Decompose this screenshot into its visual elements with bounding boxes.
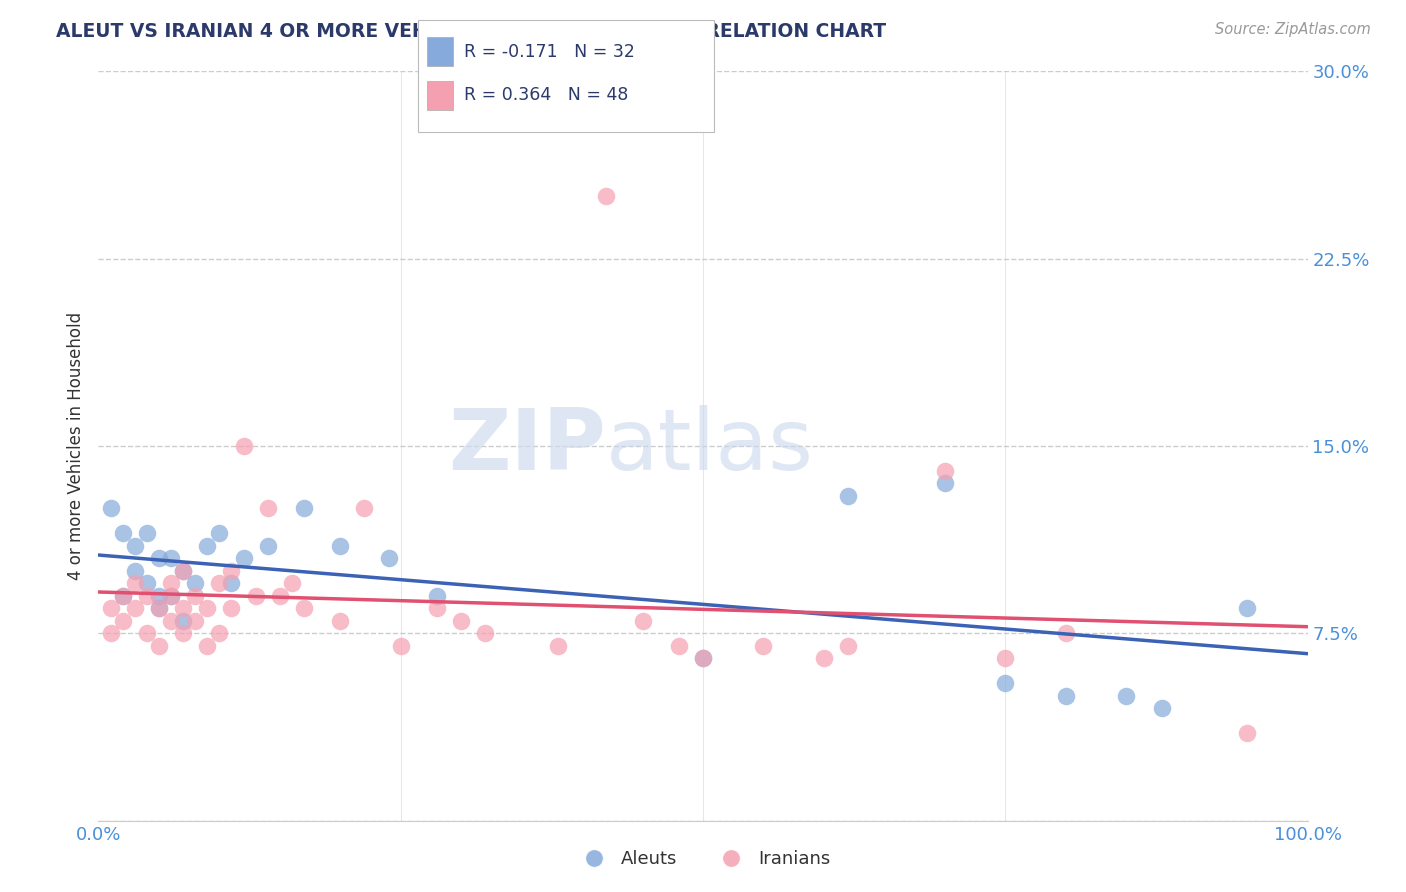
Point — [135, 576, 157, 591]
Point — [329, 539, 352, 553]
Text: R = 0.364   N = 48: R = 0.364 N = 48 — [464, 87, 628, 104]
Point — [426, 601, 449, 615]
Point — [256, 501, 278, 516]
Point — [329, 614, 352, 628]
Text: Source: ZipAtlas.com: Source: ZipAtlas.com — [1215, 22, 1371, 37]
Point — [837, 639, 859, 653]
Legend: Aleuts, Iranians: Aleuts, Iranians — [568, 843, 838, 875]
Point — [184, 614, 207, 628]
Point — [195, 539, 218, 553]
Point — [994, 676, 1017, 690]
Point — [172, 601, 194, 615]
Point — [692, 651, 714, 665]
Point — [221, 601, 243, 615]
Point — [1115, 689, 1137, 703]
Point — [631, 614, 654, 628]
Point — [172, 564, 194, 578]
Point — [148, 601, 170, 615]
Point — [100, 626, 122, 640]
Point — [232, 551, 254, 566]
Point — [184, 589, 207, 603]
Point — [269, 589, 291, 603]
Point — [595, 189, 617, 203]
Point — [1236, 726, 1258, 740]
Point — [752, 639, 775, 653]
Point — [934, 464, 956, 478]
Point — [160, 551, 183, 566]
Point — [100, 601, 122, 615]
Point — [292, 501, 315, 516]
Point — [135, 589, 157, 603]
Point — [1054, 626, 1077, 640]
Point — [172, 564, 194, 578]
Point — [148, 589, 170, 603]
Point — [160, 576, 183, 591]
Point — [111, 589, 134, 603]
Point — [111, 614, 134, 628]
Text: R = -0.171   N = 32: R = -0.171 N = 32 — [464, 43, 636, 61]
Point — [281, 576, 304, 591]
Y-axis label: 4 or more Vehicles in Household: 4 or more Vehicles in Household — [66, 312, 84, 580]
Text: ALEUT VS IRANIAN 4 OR MORE VEHICLES IN HOUSEHOLD CORRELATION CHART: ALEUT VS IRANIAN 4 OR MORE VEHICLES IN H… — [56, 22, 886, 41]
Point — [135, 526, 157, 541]
Point — [148, 551, 170, 566]
Point — [256, 539, 278, 553]
Point — [1236, 601, 1258, 615]
Point — [221, 576, 243, 591]
Point — [232, 439, 254, 453]
Point — [111, 526, 134, 541]
Point — [837, 489, 859, 503]
Point — [124, 601, 146, 615]
Point — [124, 564, 146, 578]
Point — [221, 564, 243, 578]
Point — [160, 589, 183, 603]
Point — [547, 639, 569, 653]
Point — [195, 639, 218, 653]
Point — [100, 501, 122, 516]
Point — [245, 589, 267, 603]
Point — [160, 614, 183, 628]
Point — [474, 626, 496, 640]
Point — [172, 626, 194, 640]
Point — [208, 576, 231, 591]
Point — [292, 601, 315, 615]
Point — [195, 601, 218, 615]
Point — [994, 651, 1017, 665]
Point — [160, 589, 183, 603]
Point — [353, 501, 375, 516]
Point — [184, 576, 207, 591]
Point — [426, 589, 449, 603]
Point — [148, 639, 170, 653]
Point — [124, 576, 146, 591]
Text: ZIP: ZIP — [449, 404, 606, 488]
Point — [148, 601, 170, 615]
Point — [1054, 689, 1077, 703]
Point — [124, 539, 146, 553]
Point — [377, 551, 399, 566]
Point — [1152, 701, 1174, 715]
Point — [450, 614, 472, 628]
Point — [389, 639, 412, 653]
Point — [934, 476, 956, 491]
Point — [208, 526, 231, 541]
Point — [692, 651, 714, 665]
Point — [813, 651, 835, 665]
Point — [111, 589, 134, 603]
Point — [172, 614, 194, 628]
Point — [135, 626, 157, 640]
Point — [668, 639, 690, 653]
Point — [208, 626, 231, 640]
Text: atlas: atlas — [606, 404, 814, 488]
